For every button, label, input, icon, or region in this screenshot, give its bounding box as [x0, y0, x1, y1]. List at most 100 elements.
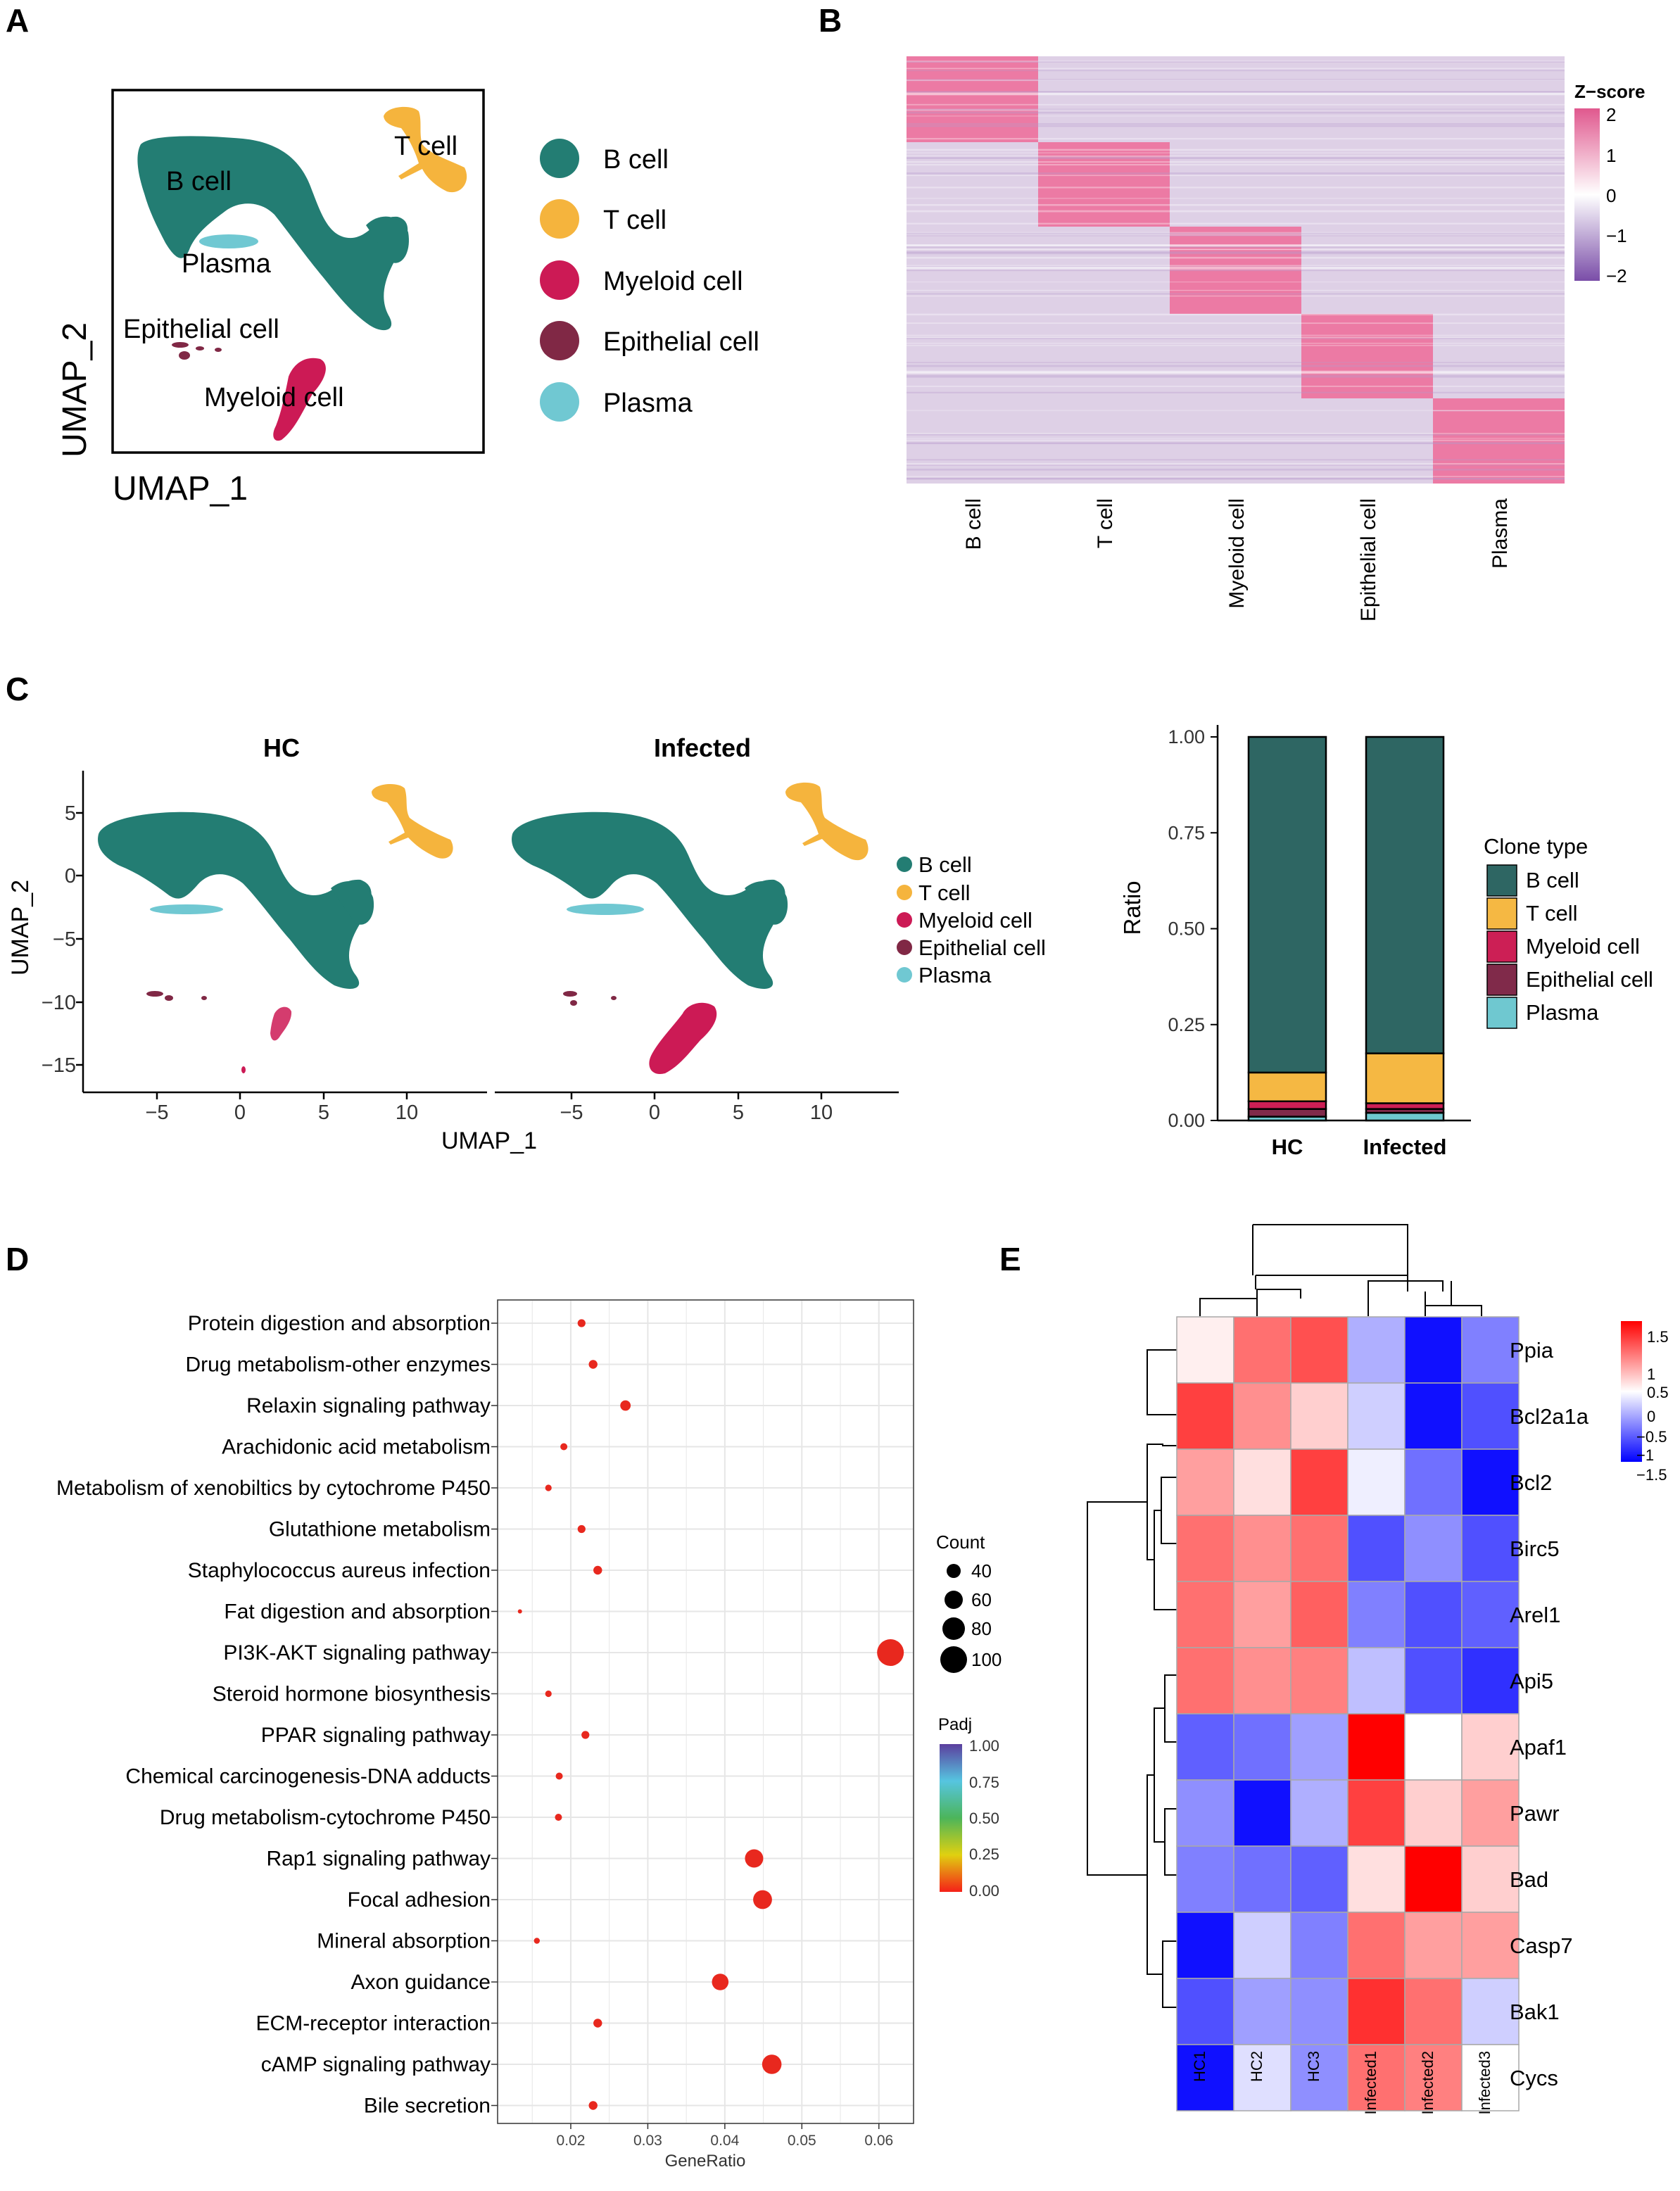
- heatmap-cell: [1176, 1779, 1234, 1847]
- heatmap-stripe: [907, 244, 1565, 247]
- dot: [712, 1974, 729, 1990]
- heatmap-cell: [1233, 1713, 1291, 1781]
- tick: 5: [65, 802, 76, 825]
- bar-ytick-label: 1.00: [1168, 726, 1205, 747]
- bar-segment: [1365, 735, 1445, 1054]
- umap-hc-plasma: [150, 904, 223, 914]
- panel-e-tick: −1: [1636, 1446, 1654, 1464]
- heatmap-stripe: [907, 94, 1565, 96]
- panel-d-padj-title: Padj: [938, 1715, 972, 1734]
- count-dot: [942, 1617, 965, 1640]
- panel-b-legend-ticks: 2 1 0 −1 −2: [1606, 104, 1627, 286]
- heatmap-stripe: [907, 289, 1565, 291]
- heatmap-cell: [1176, 1515, 1234, 1582]
- term-label: ECM-receptor interaction: [256, 2012, 491, 2035]
- panel-e-tick: 1.5: [1647, 1328, 1669, 1346]
- panel-e-col-label: HC3: [1305, 2051, 1322, 2082]
- legend-item: B cell: [897, 852, 972, 877]
- heatmap-stripe: [907, 222, 1565, 225]
- heatmap-cell: [1290, 1448, 1349, 1516]
- panel-d-plot-frame: [497, 1299, 914, 2124]
- term-label: Steroid hormone biosynthesis: [213, 1683, 491, 1706]
- term-label: Bile secretion: [364, 2095, 491, 2118]
- tick: 0: [234, 1101, 246, 1124]
- panel-a-myeloid-cluster: [273, 358, 326, 441]
- term-label: PI3K-AKT signaling pathway: [223, 1641, 491, 1665]
- heatmap-stripe: [907, 251, 1565, 253]
- panel-e-col-label: HC1: [1191, 2051, 1208, 2082]
- panel-d-count-title: Count: [936, 1532, 985, 1553]
- heatmap-stripe: [907, 313, 1565, 316]
- heatmap-stripe: [907, 248, 1565, 251]
- tick: 5: [733, 1101, 744, 1124]
- panel-c-ylabel: UMAP_2: [7, 880, 34, 975]
- heatmap-cell: [1176, 1845, 1234, 1913]
- heatmap-stripe: [907, 433, 1565, 434]
- term-label: Axon guidance: [351, 1971, 491, 1994]
- heatmap-stripe: [907, 477, 1565, 480]
- heatmap-stripe: [907, 172, 1565, 175]
- panel-b-tick: 1: [1606, 145, 1616, 166]
- heatmap-cell: [1347, 1448, 1406, 1516]
- row-label: Pawr: [1510, 1801, 1560, 1826]
- heatmap-cell: [1461, 1845, 1520, 1913]
- heatmap-stripe: [907, 80, 1565, 82]
- heatmap-cell: [1461, 1382, 1520, 1450]
- panel-b-block-plasma: [1433, 398, 1565, 484]
- panel-b-col-label: Epithelial cell: [1357, 498, 1380, 621]
- dot: [555, 1772, 563, 1780]
- heatmap-cell: [1404, 1515, 1463, 1582]
- panel-c-bar-legend-title: Clone type: [1484, 834, 1588, 859]
- legend-label: B cell: [918, 852, 972, 877]
- xtick-label: 0.04: [710, 2133, 739, 2149]
- heatmap-cell: [1233, 1912, 1291, 1979]
- tick: −5: [53, 928, 76, 951]
- term-label: Staphylococcus aureus infection: [188, 1559, 491, 1582]
- heatmap-stripe: [907, 252, 1565, 255]
- heatmap-stripe: [907, 338, 1565, 339]
- heatmap-stripe: [907, 232, 1565, 234]
- heatmap-stripe: [907, 256, 1565, 259]
- panel-e-col-labels: HC1 HC2 HC3 Infected1 Infected2 Infected…: [1191, 2051, 1493, 2115]
- panel-e-row-labels: Ppia Bcl2a1a Bcl2 Birc5 Arel1 Api5 Apaf1 Pawr Ba…: [1510, 1338, 1589, 2090]
- heatmap-cell: [1404, 1316, 1463, 1384]
- panel-b-block-myeloid: [1170, 227, 1301, 314]
- heatmap-stripe: [907, 443, 1565, 445]
- dot: [877, 1639, 904, 1666]
- panel-c-barchart: 1.00 0.75 0.50 0.25 0.00 HC Infected Ratio C…: [1119, 725, 1653, 1159]
- row-label: Apaf1: [1510, 1735, 1567, 1760]
- heatmap-stripe: [907, 374, 1565, 377]
- heatmap-stripe: [907, 91, 1565, 93]
- umap-inf-bcell: [512, 812, 788, 989]
- legend-item: Plasma: [540, 382, 693, 422]
- heatmap-stripe: [907, 376, 1565, 378]
- heatmap-stripe: [907, 125, 1565, 127]
- heatmap-stripe: [907, 265, 1565, 267]
- heatmap-stripe: [907, 293, 1565, 295]
- heatmap-stripe: [907, 155, 1565, 158]
- legend-label: T cell: [603, 206, 667, 235]
- panel-b-col-label: Myeloid cell: [1225, 498, 1249, 609]
- umap-hc-epithelial: [146, 991, 207, 1001]
- panel-a-label-epithelial: Epithelial cell: [123, 315, 279, 344]
- tick: 10: [396, 1101, 418, 1124]
- term-label: Drug metabolism-cytochrome P450: [160, 1806, 491, 1829]
- panel-c-title-infected: Infected: [654, 733, 751, 762]
- heatmap-stripe: [907, 158, 1565, 159]
- panel-b-block-tcell: [1038, 142, 1170, 227]
- heatmap-cell: [1461, 2044, 1520, 2111]
- panel-b-colorbar: [1574, 108, 1600, 281]
- panel-d-letter: D: [6, 1241, 29, 1277]
- legend-label: B cell: [603, 145, 669, 175]
- heatmap-cell: [1233, 1515, 1291, 1582]
- panel-e-tick: 1: [1647, 1365, 1655, 1383]
- heatmap-cell: [1347, 1515, 1406, 1582]
- bar-segment: [1365, 1111, 1445, 1122]
- panel-d-grid: [498, 1301, 913, 2123]
- dot: [588, 2101, 598, 2110]
- heatmap-stripe: [907, 265, 1565, 267]
- row-label: Bad: [1510, 1867, 1548, 1892]
- panel-b-block-epithelial: [1301, 314, 1433, 398]
- tick: 0: [649, 1101, 660, 1124]
- dot: [545, 1484, 552, 1491]
